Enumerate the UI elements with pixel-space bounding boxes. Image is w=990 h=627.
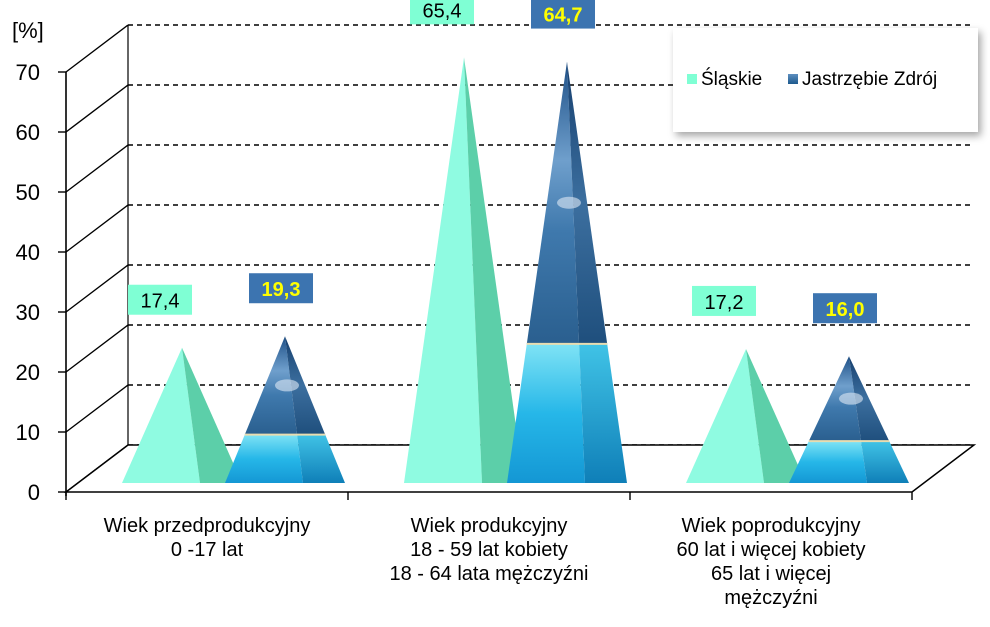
pyramid-slaskie-2 (404, 57, 524, 483)
pyramid-face-sea-side (297, 434, 345, 483)
pyramids (122, 57, 909, 483)
y-axis-unit: [%] (12, 18, 44, 43)
category-label-line: 60 lat i więcej kobiety (677, 539, 866, 561)
pyramid-jastrzebie-1 (225, 336, 345, 483)
legend-swatch (788, 74, 798, 84)
gridline-depth (65, 204, 129, 253)
legend-swatch (687, 74, 697, 84)
pyramid-face-sky (808, 356, 862, 442)
legend-box (673, 28, 978, 132)
pyramid-face-sky (526, 61, 580, 344)
legend: Śląskie Jastrzębie Zdrój (673, 28, 978, 132)
category-label-line: Wiek produkcyjny (411, 515, 568, 537)
category-label-line: 0 -17 lat (171, 539, 244, 561)
y-tick-label: 20 (16, 360, 40, 385)
data-label-text: 65,4 (423, 0, 462, 22)
pyramid-jastrzebie-3 (789, 356, 909, 483)
pyramid-face-sky-side (849, 356, 890, 442)
data-label-box (128, 284, 192, 315)
pyramid-face-sky-side (285, 336, 326, 435)
pyramid-face-front (686, 348, 764, 483)
data-label-box (813, 293, 877, 324)
y-axis-ticks: 0 10 20 30 40 50 60 70 (16, 60, 66, 505)
category-label-line: 65 lat i więcej (711, 563, 831, 585)
data-label: 16,0 (813, 293, 877, 324)
data-label: 65,4 (410, 0, 474, 25)
pyramid-cloud (275, 379, 299, 392)
data-label-text: 17,4 (141, 291, 180, 313)
y-tick-label: 0 (28, 480, 40, 505)
data-label: 17,4 (128, 284, 192, 315)
y-tick-label: 70 (16, 60, 40, 85)
gridline-depth (65, 84, 129, 133)
pyramid-face-front (404, 57, 482, 483)
data-label: 19,3 (249, 273, 313, 304)
data-labels: 17,4 65,4 17,2 19,3 64,7 16,0 (128, 0, 877, 324)
data-label-text: 17,2 (705, 292, 744, 314)
y-tick-label: 60 (16, 120, 40, 145)
legend-label: Śląskie (701, 68, 762, 90)
legend-label: Jastrzębie Zdrój (802, 69, 937, 90)
pyramid-face-side (746, 348, 806, 483)
data-label: 64,7 (531, 0, 595, 29)
data-label-text: 64,7 (544, 5, 583, 27)
data-label-text: 16,0 (826, 299, 865, 321)
gridline-depth (65, 264, 129, 313)
data-label-box (531, 0, 595, 29)
y-tick-label: 10 (16, 420, 40, 445)
data-label-box (410, 0, 474, 25)
gridline-depth (65, 24, 129, 73)
y-tick-label: 50 (16, 180, 40, 205)
gridline-depth (65, 324, 129, 373)
gridline-depth (65, 384, 129, 433)
category-label-line: 18 - 64 lata mężczyźni (390, 563, 589, 585)
pyramid-face-front (122, 347, 200, 483)
pyramid-face-sea-side (579, 343, 627, 483)
category-label-line: Wiek poprodukcyjny (682, 515, 861, 537)
pyramid-face-sea (225, 434, 303, 483)
y-tick-label: 40 (16, 240, 40, 265)
pyramid-face-sky (244, 336, 298, 435)
data-label-text: 19,3 (262, 279, 301, 301)
pyramid-cloud (557, 196, 581, 209)
category-label-line: Wiek przedprodukcyjny (104, 515, 311, 537)
gridline-depth (65, 144, 129, 193)
pyramid-slaskie-1 (122, 347, 242, 483)
data-label-box (692, 285, 756, 316)
pyramid-face-sea (507, 343, 585, 483)
category-label-line: mężczyźni (724, 587, 817, 609)
category-label-line: 18 - 59 lat kobiety (410, 539, 568, 561)
pyramid-slaskie-3 (686, 348, 806, 483)
pyramid-face-sea (789, 441, 867, 483)
pyramid-face-sea-side (861, 441, 909, 483)
pyramid-face-sky-side (567, 61, 608, 344)
pyramid-face-side (182, 347, 242, 483)
pyramid-cloud (839, 392, 863, 405)
pyramid-jastrzebie-2 (507, 61, 627, 483)
y-tick-label: 30 (16, 300, 40, 325)
data-label: 17,2 (692, 285, 756, 316)
data-label-box (249, 273, 313, 304)
pyramid-face-side (464, 57, 524, 483)
